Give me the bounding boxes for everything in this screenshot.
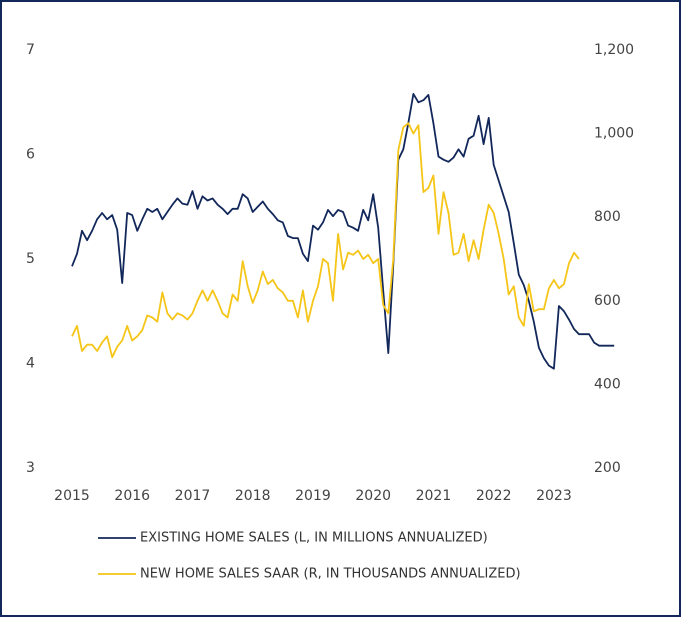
y-tick-label: 4 xyxy=(26,356,35,372)
y-tick-label: 6 xyxy=(26,147,35,163)
y-tick-label: 3 xyxy=(26,460,35,476)
legend-label: NEW HOME SALES SAAR (R, IN THOUSANDS ANN… xyxy=(140,567,521,582)
x-tick-label: 2023 xyxy=(536,488,572,504)
x-tick-label: 2018 xyxy=(235,488,271,504)
x-tick-label: 2021 xyxy=(416,488,452,504)
y2-tick-label: 1,000 xyxy=(594,126,634,142)
y2-tick-label: 1,200 xyxy=(594,42,634,58)
legend-label: EXISTING HOME SALES (L, IN MILLIONS ANNU… xyxy=(140,531,488,546)
x-tick-label: 2022 xyxy=(476,488,512,504)
y2-tick-label: 800 xyxy=(594,209,621,225)
y-tick-label: 5 xyxy=(26,251,35,267)
y2-tick-label: 200 xyxy=(594,460,621,476)
series-line xyxy=(71,93,615,370)
x-tick-label: 2020 xyxy=(355,488,391,504)
x-tick-label: 2017 xyxy=(175,488,211,504)
x-tick-label: 2019 xyxy=(295,488,331,504)
x-tick-label: 2015 xyxy=(54,488,90,504)
y-tick-label: 7 xyxy=(26,42,35,58)
y2-tick-label: 600 xyxy=(594,293,621,309)
x-tick-label: 2016 xyxy=(114,488,150,504)
y2-tick-label: 400 xyxy=(594,376,621,392)
series-line xyxy=(71,122,580,359)
